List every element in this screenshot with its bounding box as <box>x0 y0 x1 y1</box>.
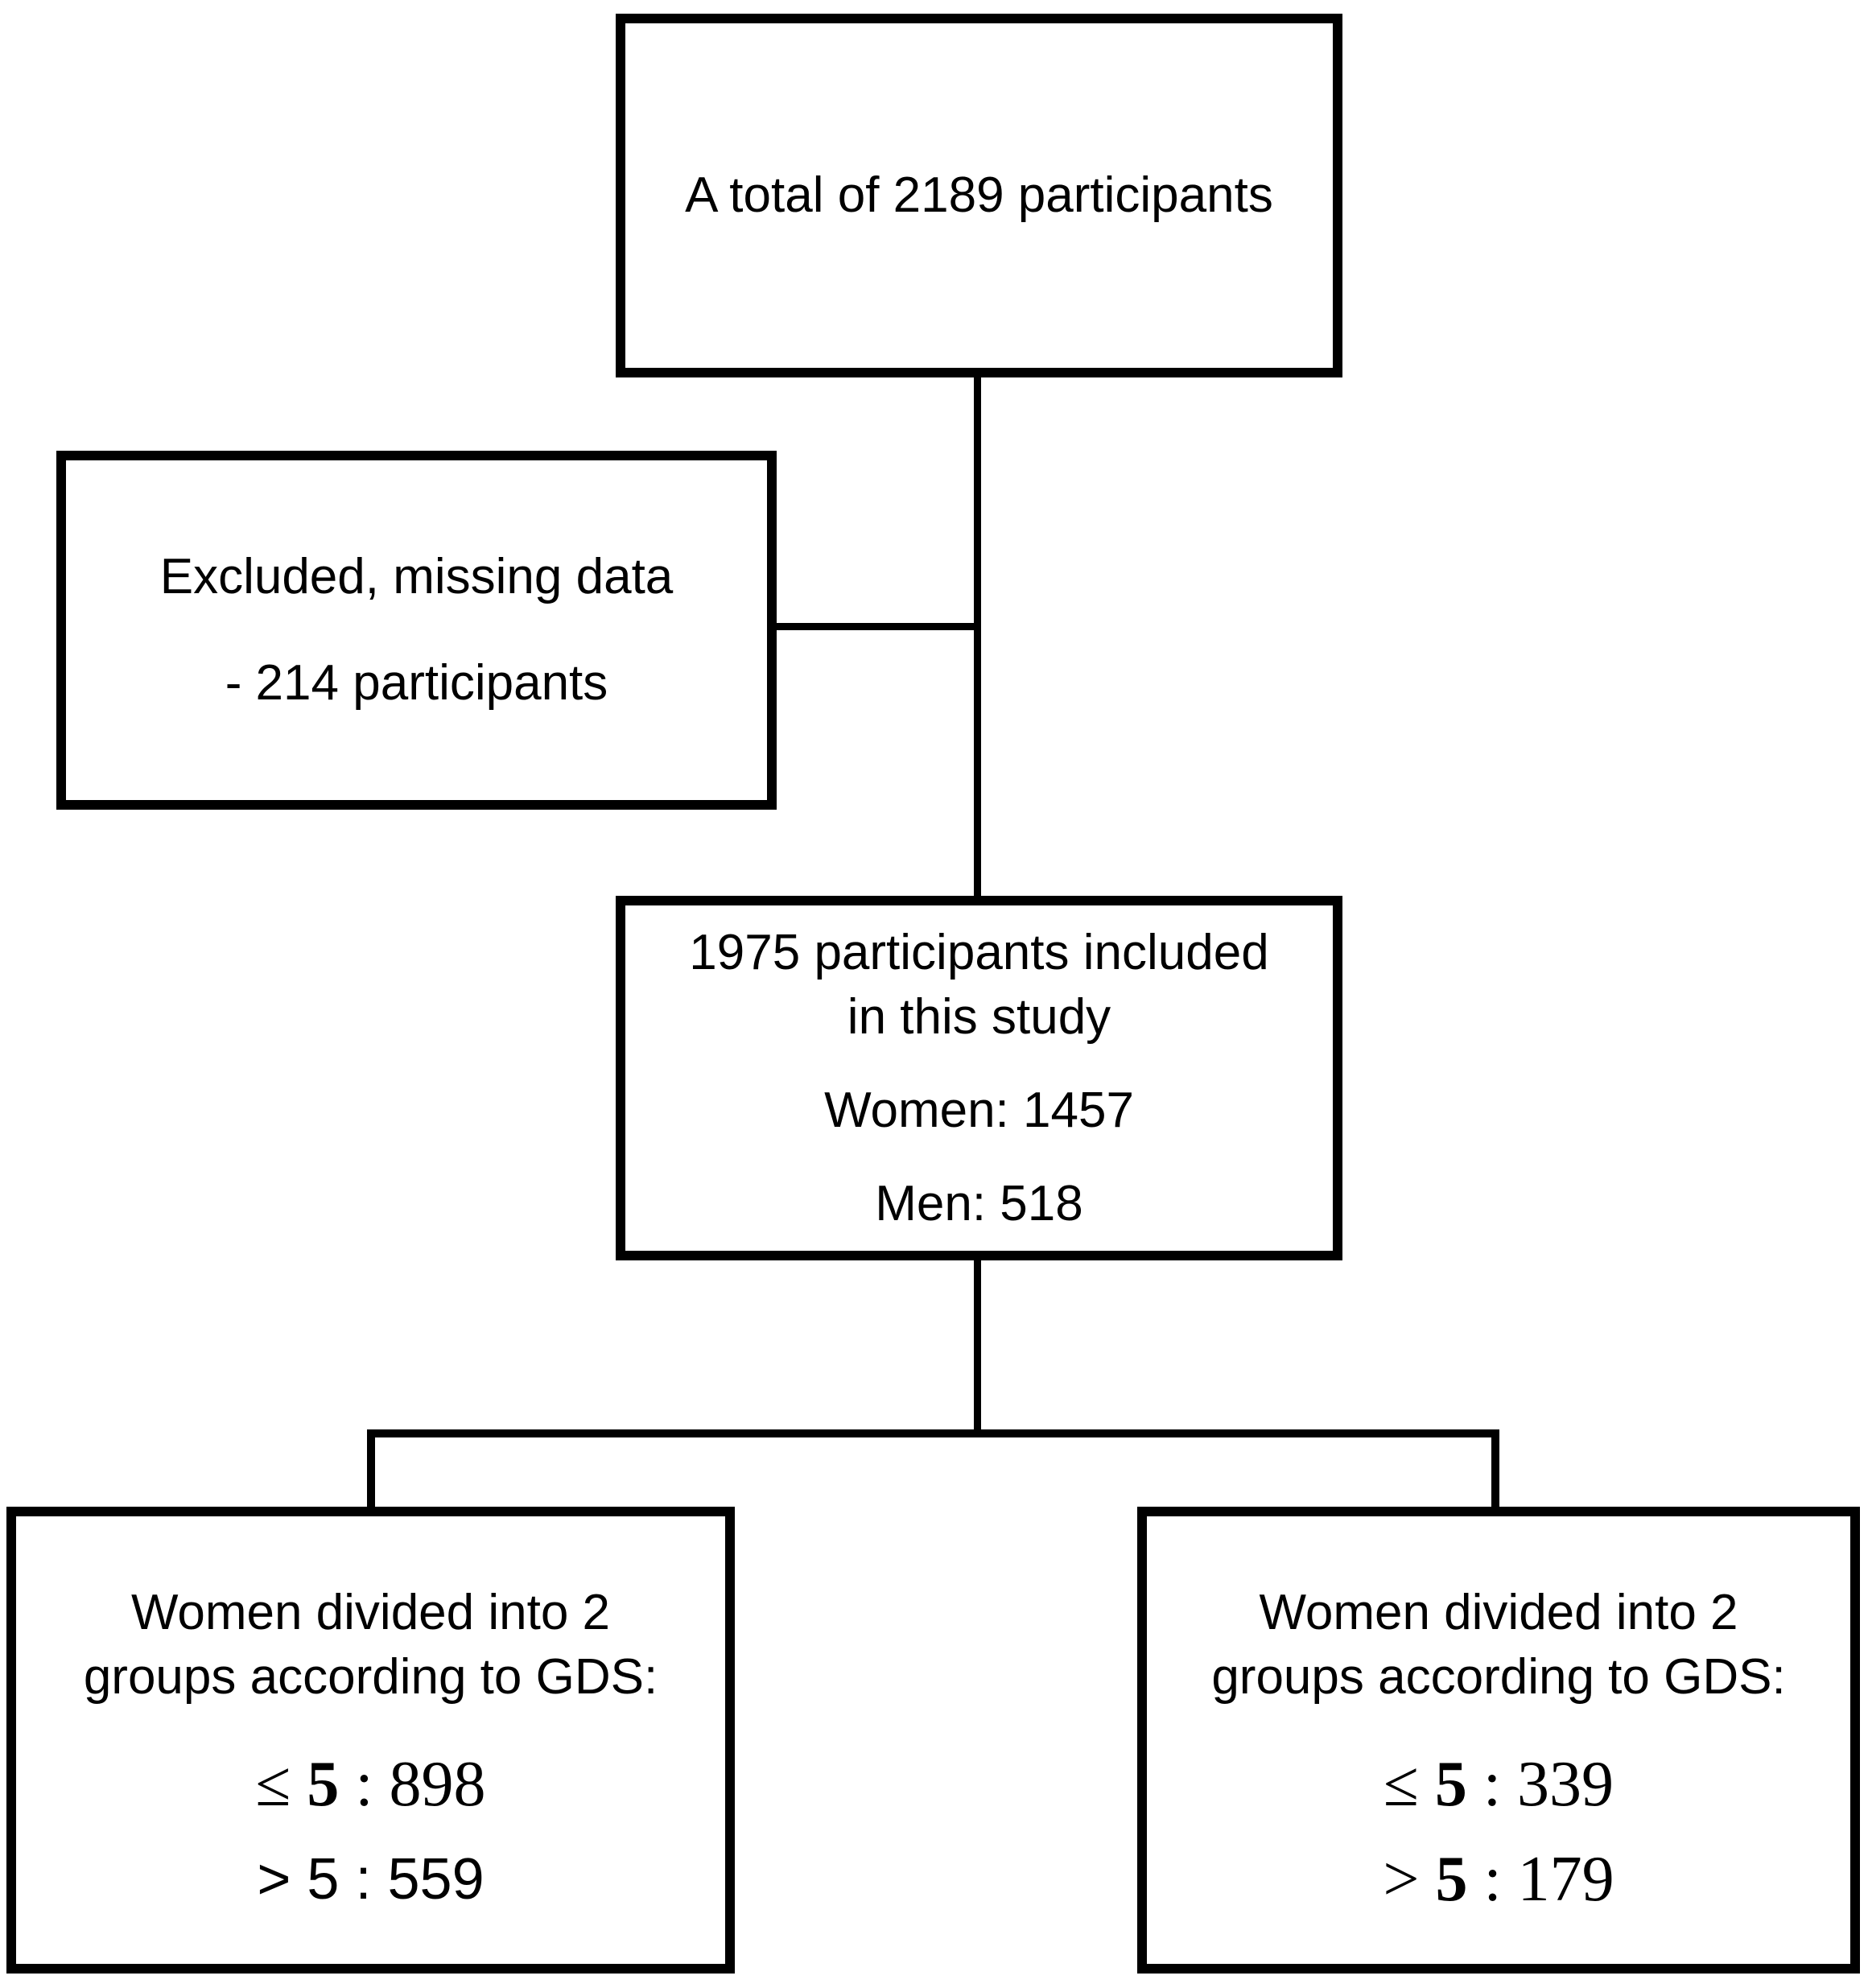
connector-included-to-split <box>974 1256 981 1436</box>
box-total-participants: A total of 2189 participants <box>616 14 1342 377</box>
excluded-line-2: - 214 participants <box>225 655 608 711</box>
gds-right-header-1: Women divided into 2 <box>1259 1585 1738 1640</box>
gds-right-le-symbol: ≤ <box>1383 1749 1435 1820</box>
included-women-count: Women: 1457 <box>824 1082 1134 1138</box>
box-gds-groups-left: Women divided into 2 groups according to… <box>6 1507 735 1974</box>
gds-left-line-le5: ≤ 5 : 898 <box>255 1745 485 1824</box>
gds-right-gt-symbol: > <box>1383 1844 1436 1915</box>
gds-right-gt-threshold: 5 <box>1435 1844 1468 1915</box>
included-men-count: Men: 518 <box>875 1175 1083 1231</box>
included-line-1: 1975 participants included <box>689 924 1269 980</box>
box-gds-groups-right: Women divided into 2 groups according to… <box>1137 1507 1860 1974</box>
gds-left-le-threshold: 5 <box>307 1749 340 1820</box>
gds-left-header-2: groups according to GDS: <box>83 1649 658 1705</box>
gds-left-le-symbol: ≤ <box>255 1749 307 1820</box>
connector-split-horizontal <box>367 1429 1499 1437</box>
gds-right-line-gt5: > 5 : 179 <box>1383 1840 1614 1919</box>
total-participants-text: A total of 2189 participants <box>685 167 1273 223</box>
gds-left-header-1: Women divided into 2 <box>130 1585 611 1640</box>
gds-right-le-threshold: 5 <box>1434 1749 1467 1820</box>
gds-right-le-count: : 339 <box>1466 1749 1614 1820</box>
connector-drop-left <box>367 1429 375 1512</box>
connector-drop-right <box>1491 1429 1499 1512</box>
gds-right-header-2: groups according to GDS: <box>1211 1649 1786 1705</box>
connector-total-to-included <box>974 370 981 901</box>
box-included: 1975 participants included in this study… <box>616 896 1342 1260</box>
gds-left-le-count: : 898 <box>339 1749 486 1820</box>
box-excluded: Excluded, missing data - 214 participant… <box>56 451 777 810</box>
gds-right-line-le5: ≤ 5 : 339 <box>1383 1745 1614 1824</box>
included-line-2: in this study <box>847 988 1111 1045</box>
excluded-line-1: Excluded, missing data <box>159 549 674 604</box>
gds-left-line-gt5: > 5 : 559 <box>257 1847 485 1912</box>
gds-right-gt-count: : 179 <box>1467 1844 1614 1915</box>
connector-excluded-branch <box>774 623 979 630</box>
